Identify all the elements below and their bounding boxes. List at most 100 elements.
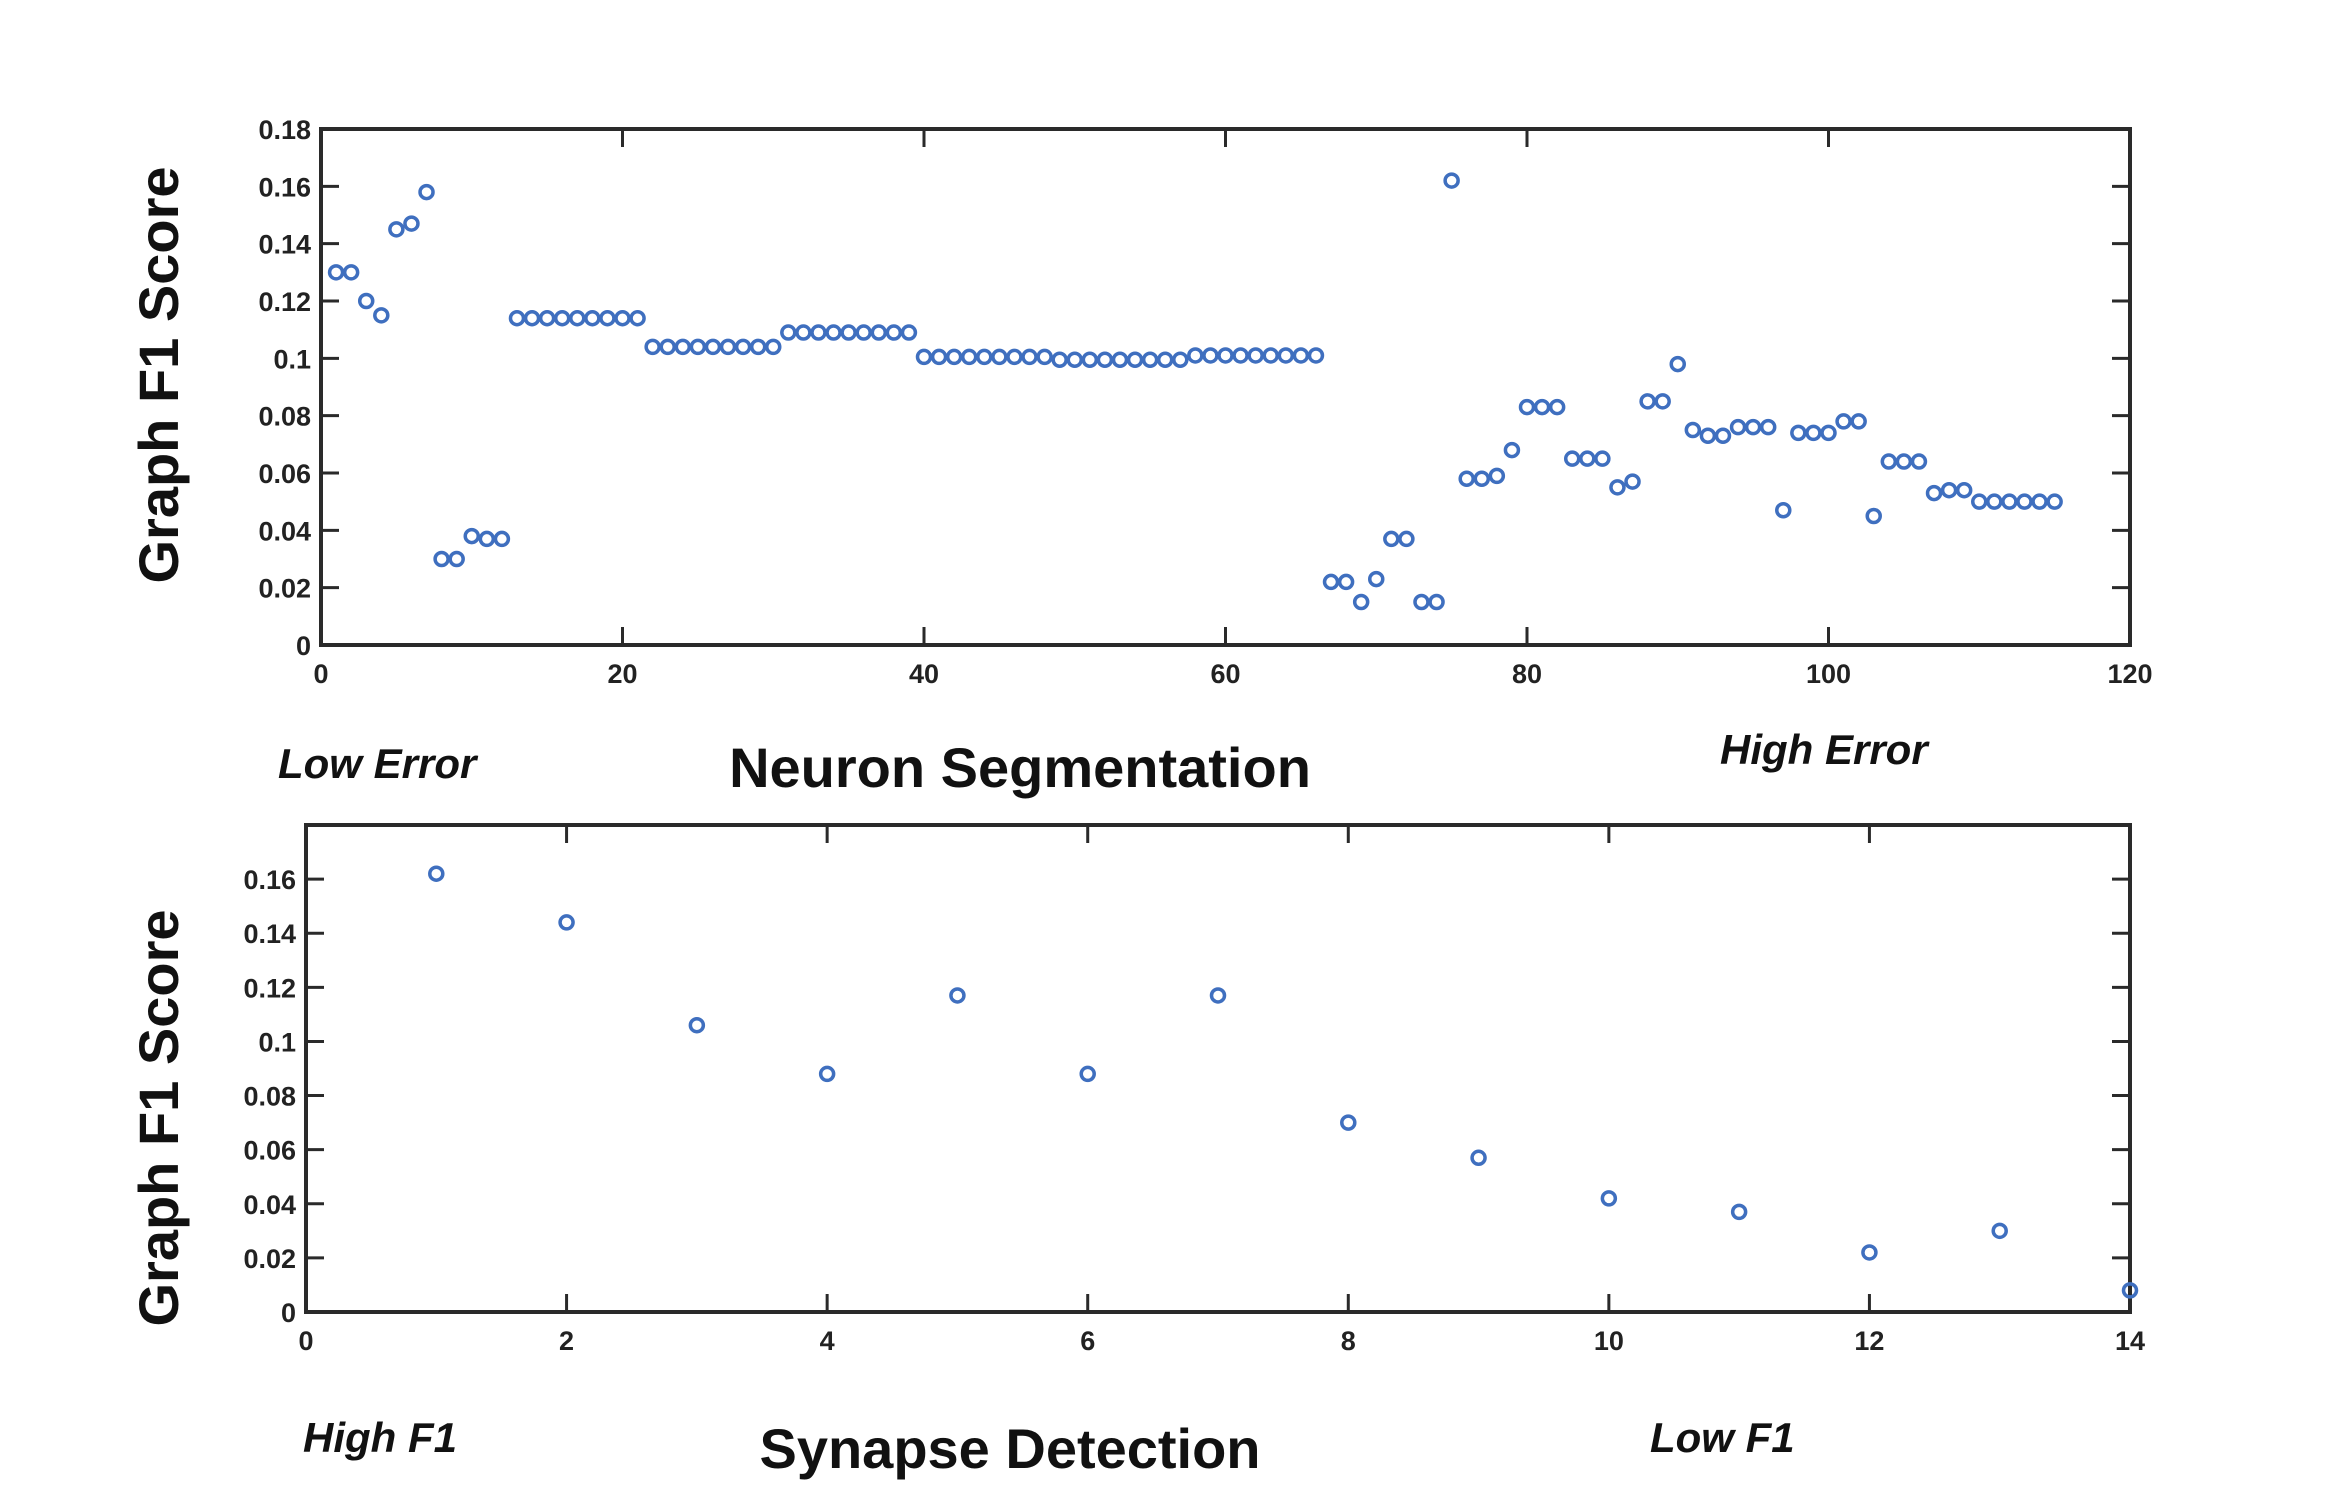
data-point (1940, 481, 1958, 499)
data-point (960, 348, 978, 366)
data-point (433, 550, 450, 568)
data-point (1684, 421, 1702, 439)
data-point (1835, 413, 1852, 430)
data-point (1006, 348, 1023, 366)
data-point (327, 264, 345, 281)
chart-title-neuron-segmentation: Neuron Segmentation (729, 736, 1311, 799)
data-point (558, 914, 575, 931)
data-point (2001, 493, 2018, 510)
y-axis-label-bottom: Graph F1 Score (127, 909, 190, 1326)
y-tick-label: 0.02 (243, 1244, 296, 1274)
data-point (2121, 1282, 2139, 1299)
data-point (1141, 351, 1159, 369)
data-point (1699, 427, 1717, 444)
y-tick-label: 0.12 (243, 973, 296, 1003)
data-point (1096, 351, 1114, 369)
x-tick-label: 0 (313, 659, 328, 689)
data-point (1247, 347, 1264, 364)
data-point (1051, 351, 1068, 369)
data-point (1669, 355, 1686, 373)
y-tick-label: 0 (296, 631, 311, 661)
data-point (1079, 1065, 1096, 1083)
y-tick-label: 0.04 (258, 516, 311, 546)
data-point (1021, 348, 1038, 366)
data-point (1600, 1190, 1618, 1207)
data-point (1262, 347, 1279, 364)
annotation-low-error: Low Error (278, 740, 479, 787)
x-tick-label: 100 (1806, 659, 1851, 689)
data-point (1820, 424, 1837, 442)
data-point (991, 348, 1008, 366)
data-point (900, 324, 918, 341)
data-point (1775, 502, 1792, 519)
x-tick-label: 60 (1210, 659, 1240, 689)
data-point (749, 338, 767, 356)
y-axis-label-top: Graph F1 Score (127, 166, 190, 583)
data-point (508, 309, 526, 327)
data-point (1187, 347, 1204, 364)
data-point (1458, 470, 1475, 487)
y-tick-label: 0.02 (258, 574, 311, 604)
y-tick-label: 0.14 (258, 230, 311, 260)
data-point (1322, 573, 1340, 591)
data-point (1925, 484, 1943, 502)
data-point (373, 307, 390, 324)
y-tick-label: 0.14 (243, 919, 296, 949)
x-tick-label: 20 (607, 659, 637, 689)
data-point (930, 348, 948, 366)
data-point (1639, 393, 1656, 410)
data-point (342, 264, 360, 281)
x-tick-label: 40 (909, 659, 939, 689)
x-tick-label: 10 (1594, 1326, 1624, 1356)
data-point (1352, 593, 1370, 611)
data-point (1473, 470, 1491, 487)
data-point (599, 309, 616, 327)
data-point (1895, 453, 1913, 470)
y-tick-label: 0.08 (243, 1082, 296, 1112)
data-point (949, 987, 966, 1004)
data-point (1202, 347, 1219, 364)
data-point (1971, 493, 1988, 510)
data-point (1880, 453, 1898, 470)
data-point (2031, 493, 2048, 510)
data-point (1986, 493, 2003, 510)
data-point (1805, 424, 1822, 442)
y-tick-label: 0.16 (243, 865, 296, 895)
data-point (1398, 530, 1415, 548)
data-point (1470, 1149, 1487, 1167)
x-tick-label: 0 (298, 1326, 313, 1356)
data-point (810, 324, 827, 341)
data-point (688, 1016, 706, 1034)
y-tick-label: 0.16 (258, 172, 311, 202)
data-point (1081, 351, 1099, 369)
data-point (1340, 1114, 1357, 1131)
y-tick-label: 0.04 (243, 1190, 296, 1220)
y-tick-label: 0.06 (258, 459, 311, 489)
data-point (1865, 507, 1882, 525)
y-tick-label: 0.08 (258, 402, 311, 432)
plot-frame (304, 823, 2132, 1314)
data-point (1744, 418, 1762, 436)
data-point (1488, 467, 1506, 485)
data-point (795, 324, 812, 341)
data-point (674, 338, 692, 356)
x-tick-label: 8 (1341, 1326, 1356, 1356)
data-point (1503, 441, 1521, 459)
x-tick-label: 80 (1512, 659, 1542, 689)
data-point (1729, 418, 1747, 436)
data-point (1579, 450, 1596, 467)
data-point (388, 221, 405, 238)
data-point (1730, 1203, 1748, 1221)
data-point (1609, 479, 1626, 496)
data-point (403, 215, 420, 232)
data-point (644, 338, 661, 356)
x-tick-label: 14 (2115, 1326, 2145, 1356)
data-point (780, 324, 797, 341)
x-tick-label: 6 (1080, 1326, 1095, 1356)
data-point (569, 309, 586, 327)
data-point (1443, 172, 1460, 189)
data-point (840, 324, 857, 341)
data-point (463, 527, 480, 545)
data-point (818, 1065, 836, 1083)
x-tick-label: 12 (1854, 1326, 1884, 1356)
